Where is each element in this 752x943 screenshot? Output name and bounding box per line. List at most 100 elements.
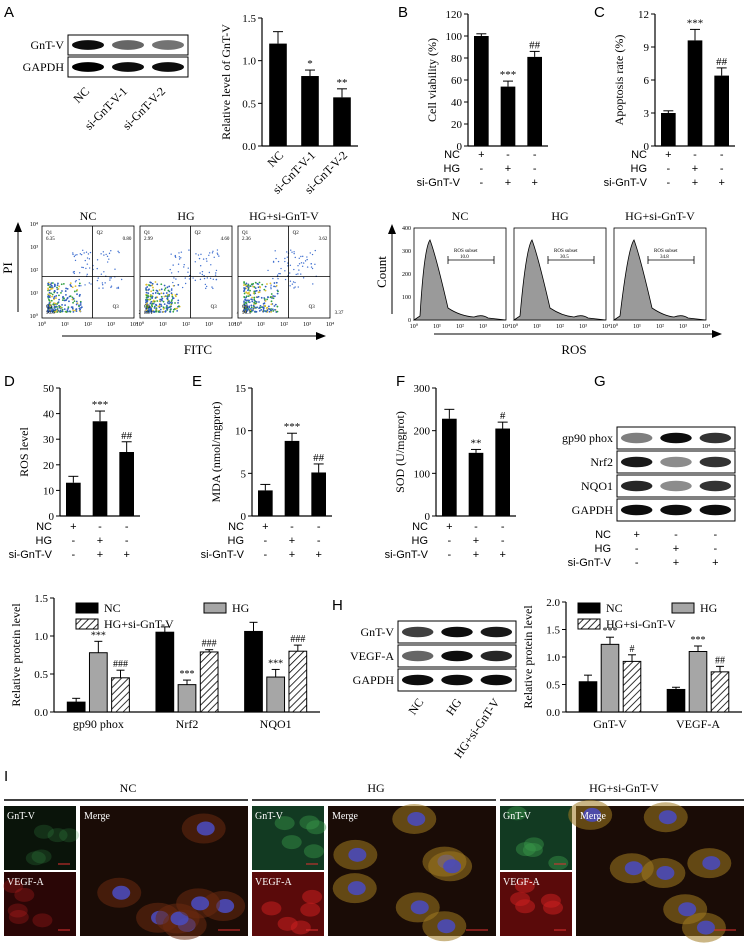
flow-dot <box>174 256 177 259</box>
condition-mark: + <box>289 549 295 561</box>
histogram-x-tick: 10² <box>456 324 464 330</box>
flow-dot <box>178 252 180 254</box>
flow-dot <box>208 254 210 256</box>
flow-dot <box>103 254 105 256</box>
flow-dot <box>86 257 89 259</box>
flow-dot <box>272 297 275 300</box>
flow-dot <box>177 263 180 265</box>
y-tick-label: 30 <box>43 434 55 446</box>
flow-dot <box>247 301 250 303</box>
histogram-y-tick: 300 <box>402 249 411 255</box>
flow-dot <box>152 302 155 305</box>
significance-label: *** <box>180 669 195 680</box>
flow-dot <box>243 295 246 298</box>
flow-dot <box>243 289 246 292</box>
flow-dot <box>69 310 72 313</box>
flow-plot-title: HG <box>177 209 195 223</box>
flow-dot <box>257 291 260 294</box>
y-tick-label: 10 <box>235 426 247 438</box>
cell-signal <box>522 843 543 858</box>
condition-mark: + <box>123 549 129 561</box>
flow-dot <box>250 306 253 309</box>
blot-band <box>660 480 692 492</box>
flow-dot <box>184 277 186 279</box>
flow-dot <box>189 274 191 277</box>
flow-dot <box>177 283 180 286</box>
quadrant-name: Q3 <box>309 305 316 310</box>
flow-dot <box>169 311 172 313</box>
bar <box>258 490 273 516</box>
flow-dot <box>117 286 120 289</box>
condition-mark: + <box>262 521 268 533</box>
condition-mark: - <box>317 521 321 533</box>
flow-dot <box>246 299 249 302</box>
cell-nucleus <box>702 856 721 871</box>
cell-signal <box>281 835 302 850</box>
flow-dot <box>273 285 275 288</box>
flow-dot <box>212 278 215 280</box>
flow-plot-title: NC <box>80 209 97 223</box>
flow-dot <box>150 290 153 293</box>
flow-dot <box>65 287 67 290</box>
blot-row-label: GnT-V <box>360 625 394 639</box>
flow-dot <box>263 298 266 301</box>
flow-dot <box>152 299 155 302</box>
legend-swatch <box>577 602 601 614</box>
flow-dot <box>97 277 99 279</box>
flow-y-tick: 10² <box>30 268 38 274</box>
flow-dot <box>300 262 303 264</box>
flow-dot <box>300 273 302 275</box>
cell-signal <box>303 844 324 859</box>
gate-label: ROS subset <box>454 249 478 254</box>
flow-dot <box>155 289 158 292</box>
blot-band <box>72 40 104 50</box>
flow-dot <box>155 310 157 313</box>
cell-nucleus <box>583 807 602 822</box>
x-tick-label: Nrf2 <box>176 717 199 731</box>
condition-mark: - <box>125 535 129 547</box>
histogram-title: HG <box>551 209 569 223</box>
condition-mark: + <box>289 535 295 547</box>
flow-dot <box>294 286 296 288</box>
flow-dot <box>47 310 49 313</box>
flow-dot <box>153 311 155 313</box>
y-tick-label: 0.0 <box>546 707 560 719</box>
flow-dot <box>62 282 65 285</box>
flow-dot <box>205 287 207 290</box>
flow-dot <box>216 249 219 251</box>
blot-row-label: GAPDH <box>353 673 395 687</box>
flow-dot <box>55 297 57 299</box>
flow-dot <box>258 289 261 292</box>
micrograph-tile-vegf-a <box>4 872 76 936</box>
flow-dot <box>256 306 258 309</box>
flow-dot <box>53 297 55 300</box>
cell-signal <box>302 889 323 904</box>
cell-signal <box>523 837 544 852</box>
flow-dot <box>146 302 149 305</box>
significance-label: # <box>630 644 635 655</box>
condition-mark: - <box>263 549 267 561</box>
condition-mark: - <box>501 521 505 533</box>
flow-dot <box>57 301 60 303</box>
flow-dot <box>74 309 76 312</box>
y-tick-label: 40 <box>43 409 55 421</box>
flow-dot <box>162 300 165 303</box>
condition-mark: - <box>501 535 505 547</box>
flow-dot <box>70 306 73 309</box>
flow-dot <box>306 266 309 268</box>
legend-swatch <box>577 618 601 630</box>
condition-row-label: HG <box>228 535 245 547</box>
blot-panel-g: gp90 phox Nrf2 NQO1 GAPDH <box>562 426 736 522</box>
significance-label: *** <box>603 626 618 637</box>
flow-dot <box>286 256 289 258</box>
flow-dot <box>248 299 251 302</box>
flow-dot <box>58 298 60 301</box>
blot-band <box>112 62 144 72</box>
cell-signal <box>33 824 54 839</box>
flow-dot <box>110 286 112 289</box>
quadrant-name: Q2 <box>97 231 104 236</box>
quadrant-value: 90.6 <box>46 311 55 316</box>
flow-dot <box>151 282 154 285</box>
y-tick-label: 10 <box>43 485 55 497</box>
flow-dot <box>243 306 246 309</box>
